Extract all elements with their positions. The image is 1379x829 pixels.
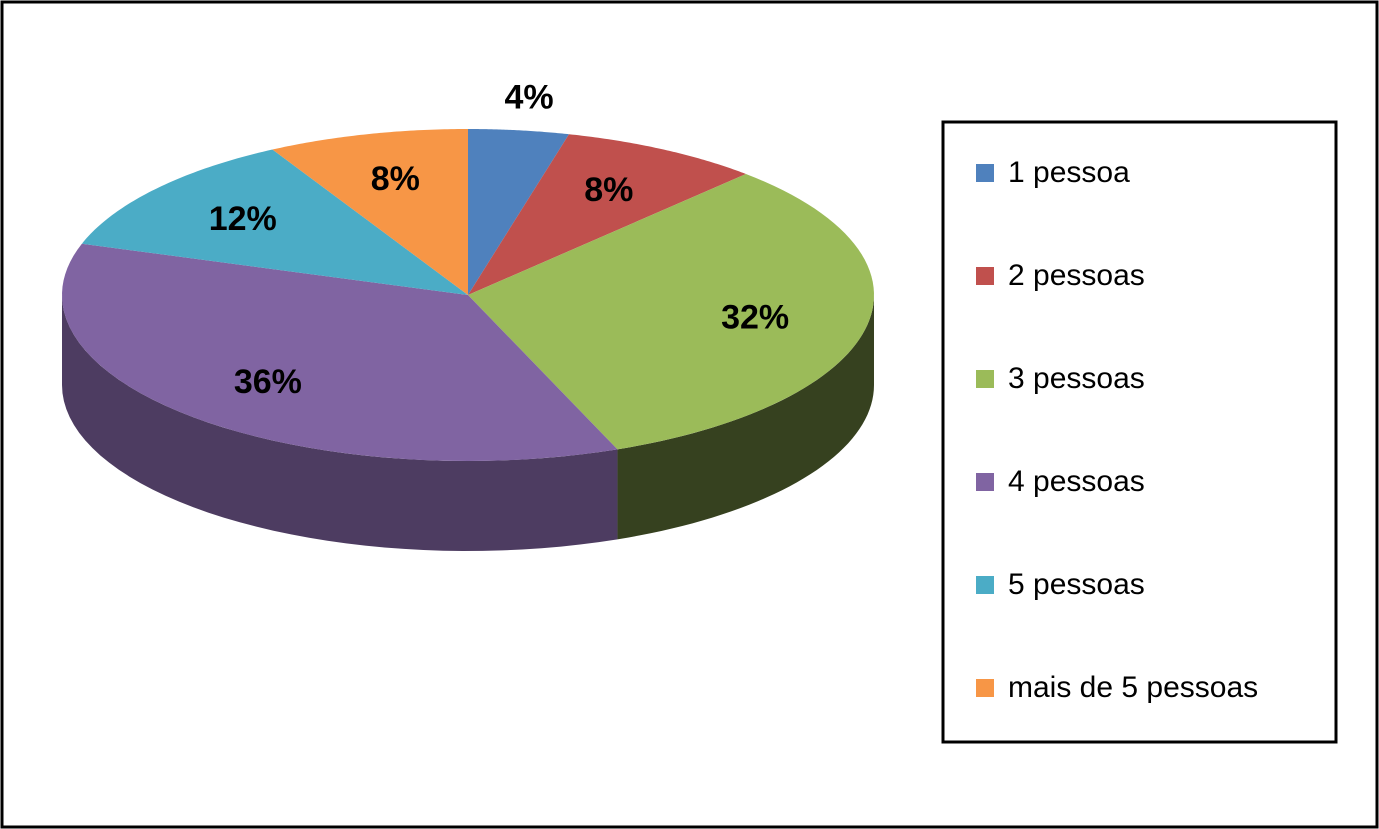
data-label: 36%	[234, 363, 302, 401]
data-label: 12%	[209, 200, 277, 238]
legend-swatch	[976, 267, 994, 285]
slice	[468, 173, 874, 450]
legend-swatch	[976, 370, 994, 388]
slice-side	[617, 295, 874, 540]
data-label: 4%	[504, 78, 553, 116]
legend-label: 3 pessoas	[1008, 362, 1145, 395]
legend-label: 5 pessoas	[1008, 568, 1145, 601]
legend-label: 1 pessoa	[1008, 156, 1130, 189]
slice	[272, 129, 468, 295]
slice-side	[62, 295, 618, 551]
data-label: 8%	[584, 171, 633, 209]
data-label: 8%	[371, 160, 420, 198]
data-label: 32%	[721, 298, 789, 336]
legend-box	[941, 120, 1338, 744]
legend-swatch	[976, 679, 994, 697]
legend-label: mais de 5 pessoas	[1008, 671, 1258, 704]
legend-swatch	[976, 576, 994, 594]
slice	[62, 243, 618, 461]
legend-label: 2 pessoas	[1008, 259, 1145, 292]
slice	[468, 134, 746, 295]
legend-label: 4 pessoas	[1008, 465, 1145, 498]
slice	[81, 149, 468, 295]
slice	[468, 129, 569, 295]
legend-swatch	[976, 473, 994, 491]
legend-swatch	[976, 164, 994, 182]
